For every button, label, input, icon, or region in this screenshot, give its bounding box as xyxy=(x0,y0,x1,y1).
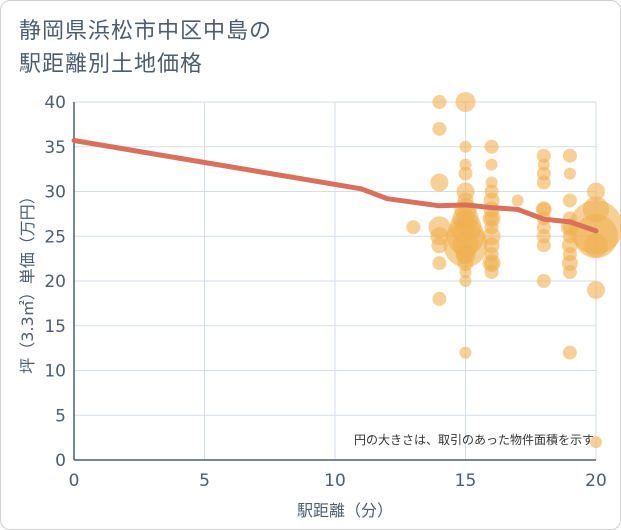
data-point-38 xyxy=(484,220,499,235)
data-point-9 xyxy=(455,92,476,112)
data-point-31 xyxy=(485,158,498,171)
data-point-64 xyxy=(562,247,577,262)
data-point-67 xyxy=(562,345,577,360)
x-tick-label-2: 10 xyxy=(324,471,346,491)
trend-line xyxy=(71,138,599,234)
data-point-30 xyxy=(484,139,499,154)
data-point-32 xyxy=(485,176,498,189)
data-point-57 xyxy=(562,148,577,163)
y-tick-label-7: 35 xyxy=(44,138,66,158)
data-point-44 xyxy=(484,265,499,280)
data-point-47 xyxy=(537,158,550,171)
x-tick-label-0: 0 xyxy=(69,471,80,491)
data-point-59 xyxy=(562,193,577,208)
chart-title-line-1: 静岡県浜松市中区中島の xyxy=(19,19,273,44)
y-tick-label-8: 40 xyxy=(44,93,66,113)
data-point-22 xyxy=(457,255,474,272)
data-point-49 xyxy=(536,175,551,190)
y-tick-label-2: 10 xyxy=(44,362,66,382)
data-point-2 xyxy=(430,173,449,192)
y-axis-label: 坪（3.3㎡）単価（万円） xyxy=(18,188,37,373)
data-point-6 xyxy=(432,256,447,271)
data-point-74 xyxy=(587,280,605,299)
data-point-56 xyxy=(536,274,551,288)
x-tick-label-3: 15 xyxy=(455,471,477,491)
x-axis-label: 駅距離（分） xyxy=(297,501,393,520)
data-point-46 xyxy=(536,148,551,163)
data-point-55 xyxy=(536,238,551,253)
data-point-73 xyxy=(584,233,608,258)
data-point-70 xyxy=(583,196,609,223)
data-point-66 xyxy=(562,265,577,280)
data-point-10 xyxy=(459,140,472,153)
data-point-25 xyxy=(459,346,472,359)
size-legend-note: 円の大きさは、取引のあった物件面積を示す xyxy=(354,432,594,447)
y-tick-label-4: 20 xyxy=(44,272,66,292)
data-point-0 xyxy=(432,95,447,109)
y-tick-label-5: 25 xyxy=(44,227,66,247)
x-tick-label-4: 20 xyxy=(585,471,607,491)
y-tick-label-0: 0 xyxy=(55,451,66,471)
data-point-5 xyxy=(431,237,448,254)
data-point-7 xyxy=(432,291,447,306)
y-tick-label-1: 5 xyxy=(55,406,66,426)
data-point-11 xyxy=(459,158,472,171)
data-point-45 xyxy=(511,194,524,207)
data-point-23 xyxy=(459,266,472,279)
data-point-33 xyxy=(484,184,499,199)
data-point-24 xyxy=(459,275,472,287)
x-tick-label-1: 5 xyxy=(199,471,210,491)
data-point-58 xyxy=(563,167,576,180)
data-point-12 xyxy=(458,166,473,181)
data-point-1 xyxy=(432,121,447,136)
y-tick-label-3: 15 xyxy=(44,317,66,337)
data-point-75 xyxy=(590,436,602,449)
y-tick-label-6: 30 xyxy=(44,183,66,203)
data-point-69 xyxy=(587,182,605,201)
chart-title: 静岡県浜松市中区中島の 駅距離別土地価格 xyxy=(19,15,272,81)
data-point-8 xyxy=(406,220,421,235)
chart-title-line-2: 駅距離別土地価格 xyxy=(19,52,204,77)
